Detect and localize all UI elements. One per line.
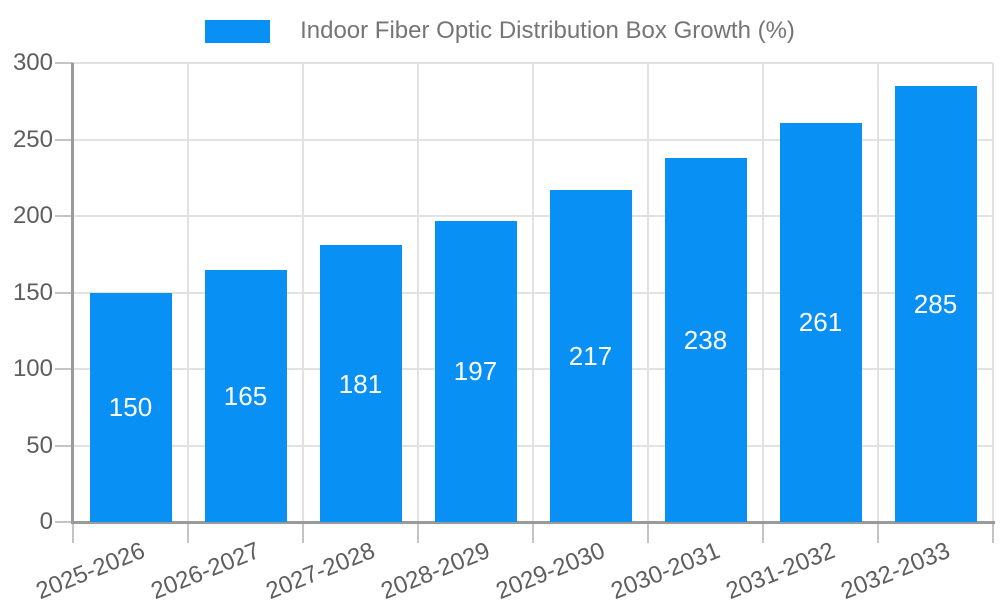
y-axis-label: 200 (12, 202, 53, 229)
bar-value-label: 150 (108, 392, 153, 423)
x-axis-tick (877, 523, 879, 543)
x-axis-tick (762, 523, 764, 543)
vertical-gridline (302, 63, 304, 522)
x-axis-tick (647, 523, 649, 543)
legend-swatch (205, 19, 271, 43)
bar-value-label: 165 (223, 380, 268, 411)
vertical-gridline (532, 63, 534, 522)
y-axis-tick (55, 521, 73, 523)
bar (89, 292, 172, 522)
x-axis-tick (187, 523, 189, 543)
bar (204, 269, 287, 522)
x-axis-tick (992, 523, 994, 543)
bar-value-label: 217 (568, 340, 613, 371)
y-axis-tick (55, 62, 73, 64)
legend: Indoor Fiber Optic Distribution Box Grow… (0, 18, 1000, 44)
y-axis-label: 250 (12, 125, 53, 153)
bar-value-label: 181 (338, 368, 383, 399)
bar (434, 220, 517, 522)
y-axis-label: 300 (12, 49, 53, 76)
vertical-gridline (992, 63, 994, 522)
y-axis-label: 50 (26, 431, 53, 459)
legend-label: Indoor Fiber Optic Distribution Box Grow… (300, 17, 795, 44)
y-axis-line (71, 63, 74, 524)
vertical-gridline (187, 63, 189, 522)
y-axis-tick (55, 291, 73, 294)
bar (894, 85, 977, 522)
x-axis-tick (72, 523, 74, 543)
bar-value-label: 261 (798, 307, 843, 338)
bar-value-label: 285 (913, 288, 958, 319)
y-axis-label: 0 (39, 508, 53, 535)
bar (549, 189, 632, 522)
vertical-gridline (877, 63, 879, 522)
y-axis-tick (55, 138, 73, 141)
bar-value-label: 238 (683, 324, 728, 355)
vertical-gridline (417, 63, 419, 522)
y-axis-label: 100 (12, 355, 53, 382)
bar (779, 122, 862, 522)
x-axis-line (71, 521, 995, 524)
y-axis-tick (55, 444, 73, 447)
bar (664, 157, 747, 522)
vertical-gridline (647, 63, 649, 522)
x-axis-tick (417, 523, 419, 543)
x-axis-tick (302, 523, 304, 543)
bar-value-label: 197 (453, 356, 498, 387)
x-axis-tick (532, 523, 534, 543)
y-axis-tick (55, 368, 73, 370)
y-axis-label: 150 (12, 278, 53, 306)
bar (319, 245, 402, 522)
y-axis-tick (55, 215, 73, 217)
vertical-gridline (762, 63, 764, 522)
